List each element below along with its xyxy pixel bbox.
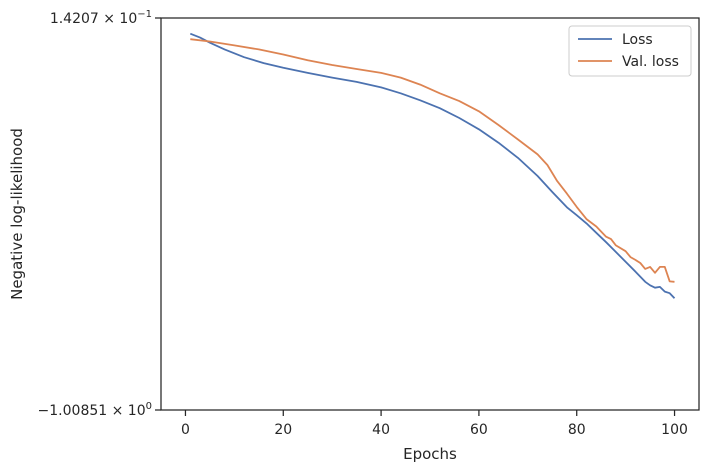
x-tick-label-40: 40 <box>372 422 390 438</box>
series-line-val-loss <box>190 38 675 283</box>
x-tick-label-0: 0 <box>181 422 190 438</box>
x-tick-label-100: 100 <box>661 422 688 438</box>
y-tick-label-bottom: −1.00851 × 100 <box>38 401 152 419</box>
x-axis-ticks: 0 20 40 60 80 100 <box>181 410 688 438</box>
plot-background <box>161 18 699 410</box>
x-tick-label-20: 20 <box>274 422 292 438</box>
legend: Loss Val. loss <box>568 25 692 77</box>
series-layer <box>189 32 676 299</box>
series-line-loss <box>189 32 676 299</box>
y-tick-label-top: 1.4207 × 10−1 <box>50 9 152 27</box>
legend-label-loss: Loss <box>622 32 653 48</box>
x-tick-label-60: 60 <box>470 422 488 438</box>
legend-label-val-loss: Val. loss <box>622 54 679 70</box>
x-tick-label-80: 80 <box>568 422 586 438</box>
y-axis-label: Negative log-likelihood <box>8 128 26 300</box>
x-axis-label: Epochs <box>403 445 457 463</box>
plot-frame <box>160 17 700 411</box>
